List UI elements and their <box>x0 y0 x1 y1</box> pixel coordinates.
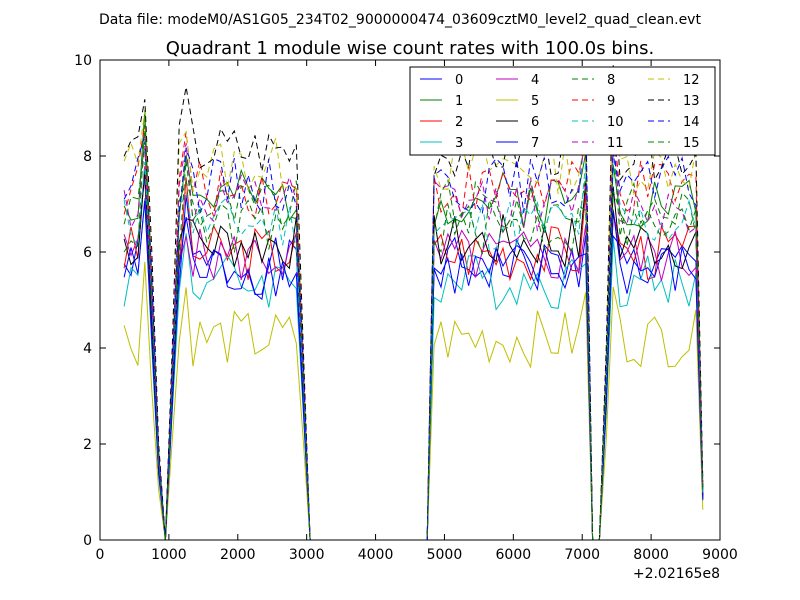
x-tick-label: 8000 <box>633 547 669 563</box>
x-tick-label: 1000 <box>151 547 187 563</box>
legend-label-0: 0 <box>455 73 463 88</box>
series-line-13 <box>123 65 704 540</box>
x-tick-label: 0 <box>96 547 105 563</box>
y-tick-label: 8 <box>83 149 92 165</box>
x-tick-label: 5000 <box>427 547 463 563</box>
series-line-5 <box>123 261 704 540</box>
x-axis-offset-label: +2.02165e8 <box>633 566 720 582</box>
legend-label-12: 12 <box>683 73 700 88</box>
legend-label-8: 8 <box>607 73 615 88</box>
y-tick-label: 10 <box>74 53 92 69</box>
series-line-10 <box>123 150 704 540</box>
plot-series <box>123 65 704 540</box>
series-line-8 <box>123 141 704 540</box>
series-line-7 <box>123 200 704 540</box>
x-axis-ticks: 0 1000 2000 3000 4000 5000 6000 7000 8000 9000 <box>96 60 738 563</box>
y-tick-label: 0 <box>83 533 92 549</box>
y-tick-label: 6 <box>83 245 92 261</box>
series-line-3 <box>123 197 704 540</box>
legend-label-4: 4 <box>531 73 539 88</box>
suptitle: Data file: modeM0/AS1G05_234T02_90000004… <box>99 12 701 28</box>
legend-label-10: 10 <box>607 115 624 130</box>
x-tick-label: 6000 <box>496 547 532 563</box>
legend-label-3: 3 <box>455 136 463 151</box>
legend-label-13: 13 <box>683 94 700 109</box>
legend-label-7: 7 <box>531 136 539 151</box>
x-tick-label: 2000 <box>220 547 256 563</box>
legend-label-11: 11 <box>607 136 624 151</box>
legend-label-5: 5 <box>531 94 539 109</box>
y-tick-label: 2 <box>83 437 92 453</box>
legend-box <box>409 66 716 156</box>
series-line-2 <box>123 166 704 540</box>
x-tick-label: 9000 <box>702 547 738 563</box>
legend-label-14: 14 <box>683 115 700 130</box>
legend-label-2: 2 <box>455 115 463 130</box>
chart-title: Quadrant 1 module wise count rates with … <box>166 38 655 59</box>
x-tick-label: 4000 <box>358 547 394 563</box>
legend-label-1: 1 <box>455 94 463 109</box>
series-line-14 <box>123 123 704 540</box>
y-tick-label: 4 <box>83 341 92 357</box>
axes-frame <box>99 59 721 541</box>
legend-label-9: 9 <box>607 94 615 109</box>
x-tick-label: 7000 <box>564 547 600 563</box>
legend-label-6: 6 <box>531 115 539 130</box>
legend-label-15: 15 <box>683 136 700 151</box>
x-tick-label: 3000 <box>289 547 325 563</box>
